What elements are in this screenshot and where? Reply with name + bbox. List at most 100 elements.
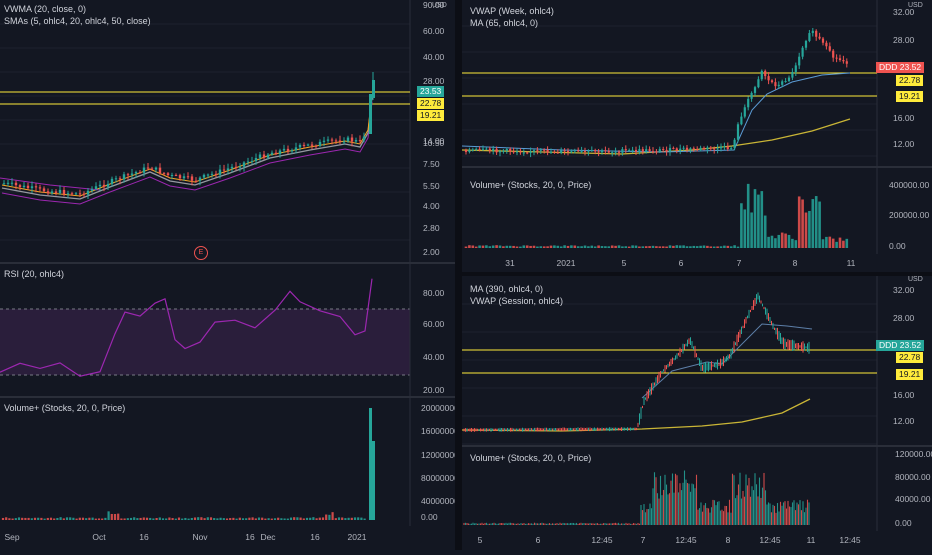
left-volume-bar[interactable] bbox=[193, 517, 197, 520]
rb-volume-bar[interactable] bbox=[770, 512, 773, 525]
rt-volume-bar[interactable] bbox=[689, 246, 692, 248]
left-candle[interactable] bbox=[234, 166, 238, 168]
rt-volume-bar[interactable] bbox=[678, 245, 682, 248]
rb-volume-bar[interactable] bbox=[563, 523, 566, 525]
earnings-marker-icon[interactable]: E bbox=[194, 246, 208, 260]
rt-volume-bar[interactable] bbox=[542, 246, 546, 248]
rb-volume-bar[interactable] bbox=[647, 509, 650, 525]
rt-candle[interactable] bbox=[600, 150, 604, 153]
left-volume-bar[interactable] bbox=[97, 518, 101, 520]
left-candle[interactable] bbox=[318, 141, 322, 146]
rb-volume-bar[interactable] bbox=[467, 523, 470, 525]
left-volume-bar[interactable] bbox=[120, 518, 123, 520]
left-volume-bar[interactable] bbox=[232, 517, 235, 520]
rt-volume-bar[interactable] bbox=[695, 246, 699, 248]
rt-candle[interactable] bbox=[498, 151, 502, 153]
rt-volume-bar[interactable] bbox=[794, 240, 798, 248]
rt-candle[interactable] bbox=[838, 58, 842, 60]
rt-volume-bar[interactable] bbox=[838, 237, 842, 248]
left-candle[interactable] bbox=[254, 157, 258, 162]
rt-candle[interactable] bbox=[702, 147, 706, 150]
rt-volume-bar[interactable] bbox=[787, 234, 791, 248]
rt-volume-bar[interactable] bbox=[736, 246, 740, 248]
rb-volume-bar[interactable] bbox=[524, 523, 527, 525]
left-candle[interactable] bbox=[346, 137, 350, 142]
rt-volume-bar[interactable] bbox=[559, 246, 563, 248]
rb-volume-bar[interactable] bbox=[698, 508, 701, 525]
left-candle[interactable] bbox=[334, 140, 338, 142]
rb-volume-bar[interactable] bbox=[805, 507, 807, 525]
left-volume-bar[interactable] bbox=[187, 518, 190, 520]
rb-volume-bar[interactable] bbox=[709, 512, 711, 525]
rt-candle[interactable] bbox=[723, 146, 726, 148]
rt-volume-bar[interactable] bbox=[835, 241, 838, 248]
left-candle[interactable] bbox=[62, 189, 66, 195]
rb-volume-bar[interactable] bbox=[677, 492, 680, 525]
left-volume-bar[interactable] bbox=[43, 518, 46, 520]
rb-volume-bar[interactable] bbox=[739, 472, 741, 525]
rb-volume-bar[interactable] bbox=[554, 523, 557, 525]
rb-volume-bar[interactable] bbox=[475, 523, 477, 525]
rb-volume-bar[interactable] bbox=[791, 502, 794, 525]
rb-volume-bar[interactable] bbox=[566, 523, 569, 525]
left-candle[interactable] bbox=[130, 173, 134, 175]
rt-candle[interactable] bbox=[560, 150, 563, 153]
rt-candle[interactable] bbox=[804, 40, 808, 48]
rb-volume-bar[interactable] bbox=[725, 506, 728, 525]
rt-volume-bar[interactable] bbox=[508, 245, 512, 248]
left-volume-bar[interactable] bbox=[203, 518, 206, 520]
rb-volume-bar[interactable] bbox=[509, 522, 512, 525]
left-volume-bar[interactable] bbox=[219, 517, 222, 520]
left-volume-bar[interactable] bbox=[337, 517, 341, 520]
rt-volume-bar[interactable] bbox=[743, 209, 747, 248]
rt-candle[interactable] bbox=[522, 152, 525, 154]
left-volume-bar[interactable] bbox=[350, 517, 353, 520]
left-volume-bar[interactable] bbox=[78, 517, 81, 520]
rb-volume-bar[interactable] bbox=[650, 508, 653, 525]
left-volume-bar[interactable] bbox=[168, 517, 171, 520]
rt-candle[interactable] bbox=[519, 151, 522, 153]
right-top-vwap-label[interactable]: VWAP (Week, ohlc4) bbox=[470, 6, 554, 16]
right-bottom-vwap-label[interactable]: VWAP (Session, ohlc4) bbox=[470, 296, 564, 306]
rb-volume-bar[interactable] bbox=[485, 522, 488, 525]
rt-volume-bar[interactable] bbox=[474, 246, 478, 248]
rt-volume-bar[interactable] bbox=[760, 191, 764, 248]
rb-volume-bar[interactable] bbox=[751, 486, 753, 525]
rb-volume-bar[interactable] bbox=[673, 492, 675, 525]
left-volume-bar[interactable] bbox=[165, 518, 168, 520]
rt-volume-bar[interactable] bbox=[546, 246, 549, 248]
rt-candle[interactable] bbox=[638, 149, 641, 152]
rt-volume-bar[interactable] bbox=[661, 246, 665, 248]
rt-volume-bar[interactable] bbox=[763, 215, 767, 248]
rt-volume-bar[interactable] bbox=[464, 246, 468, 248]
left-candle[interactable] bbox=[326, 139, 330, 141]
rb-volume-bar[interactable] bbox=[740, 498, 743, 525]
rt-volume-bar[interactable] bbox=[495, 245, 498, 248]
rt-candle[interactable] bbox=[791, 71, 794, 78]
rt-volume-bar[interactable] bbox=[774, 238, 777, 248]
rt-volume-bar[interactable] bbox=[821, 239, 825, 248]
left-volume-bar[interactable] bbox=[133, 517, 136, 520]
rt-candle[interactable] bbox=[662, 149, 665, 151]
rt-volume-bar[interactable] bbox=[665, 246, 668, 248]
rb-volume-bar[interactable] bbox=[569, 522, 572, 525]
left-candle[interactable] bbox=[298, 144, 302, 148]
rt-volume-bar[interactable] bbox=[692, 245, 696, 248]
rb-volume-bar[interactable] bbox=[752, 490, 755, 525]
rt-candle[interactable] bbox=[682, 147, 685, 149]
rb-volume-bar[interactable] bbox=[749, 496, 752, 525]
left-candle[interactable] bbox=[230, 166, 234, 169]
rb-volume-bar[interactable] bbox=[538, 523, 540, 525]
rb-volume-bar[interactable] bbox=[680, 490, 683, 525]
left-candle[interactable] bbox=[178, 175, 182, 179]
rb-volume-bar[interactable] bbox=[659, 475, 662, 525]
rt-candle[interactable] bbox=[566, 150, 570, 152]
rt-candle[interactable] bbox=[777, 84, 780, 87]
rt-volume-bar[interactable] bbox=[753, 189, 757, 248]
left-candle[interactable] bbox=[322, 140, 326, 142]
left-candle[interactable] bbox=[34, 186, 38, 188]
rb-volume-bar[interactable] bbox=[517, 523, 519, 525]
rt-candle[interactable] bbox=[478, 148, 481, 150]
left-volume-bar[interactable] bbox=[360, 517, 363, 520]
rb-volume-bar[interactable] bbox=[692, 484, 695, 525]
